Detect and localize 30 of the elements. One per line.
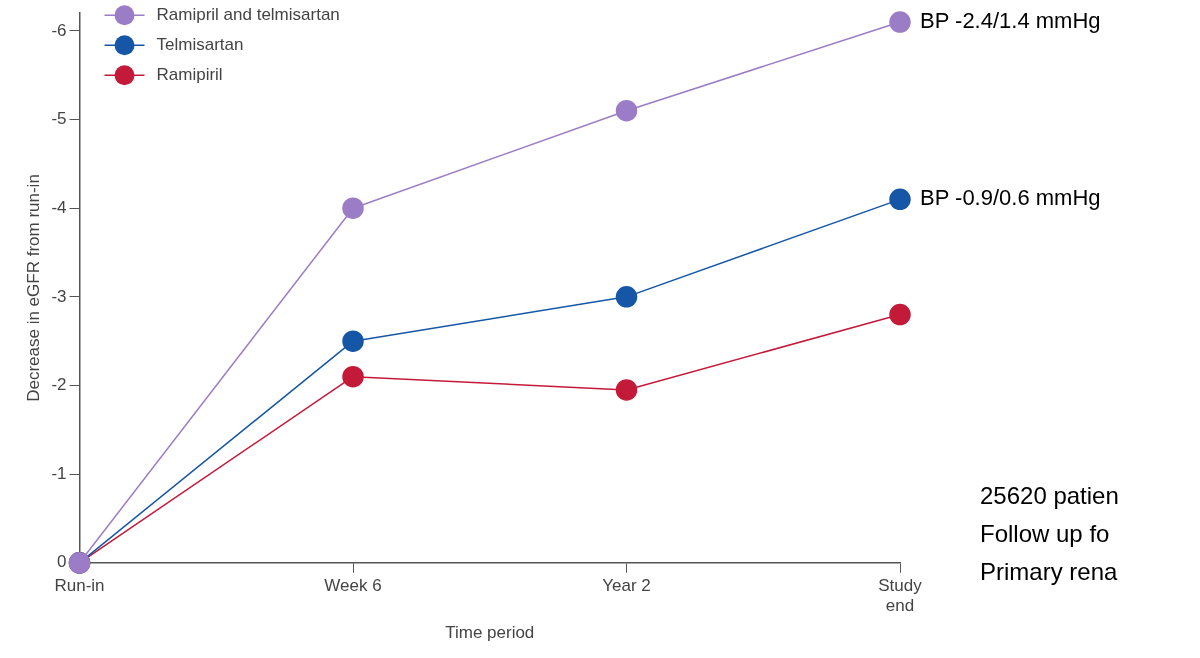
annotation: BP -0.9/0.6 mmHg (920, 185, 1101, 211)
text: Primary rena (980, 557, 1119, 585)
point (889, 303, 911, 326)
legend-label: Ramipiril (156, 64, 223, 84)
point (342, 197, 364, 219)
x-axis-title: Time period (445, 623, 535, 643)
x-tick-label: Run-in (54, 575, 105, 595)
x-tick-label: Study end (878, 575, 923, 616)
y-tick-label: 0 (57, 552, 67, 572)
y-tick-label: -3 (51, 286, 67, 306)
annotation: BP -2.4/1.4 mmHg (920, 8, 1101, 34)
x-tick-label: Week 6 (324, 575, 382, 595)
y-tick-label: -4 (51, 197, 67, 217)
y-tick-label: -6 (51, 20, 67, 40)
point (615, 99, 638, 122)
y-tick-label: -2 (51, 375, 67, 395)
point (889, 188, 911, 211)
point (615, 286, 638, 308)
legend-label: Telmisartan (156, 34, 244, 54)
point (342, 365, 364, 388)
y-tick-label: -1 (51, 463, 67, 483)
text: 25620 patien (980, 481, 1119, 509)
point (889, 11, 911, 33)
x-tick-label: Year 2 (602, 575, 651, 595)
y-tick-label: -5 (51, 109, 67, 129)
legend-label: Ramipril and telmisartan (156, 4, 340, 24)
point (615, 379, 638, 401)
point (342, 330, 364, 352)
y-axis-title: Decrease in eGFR from run-in (23, 174, 43, 402)
text: Follow up fo (980, 519, 1110, 547)
